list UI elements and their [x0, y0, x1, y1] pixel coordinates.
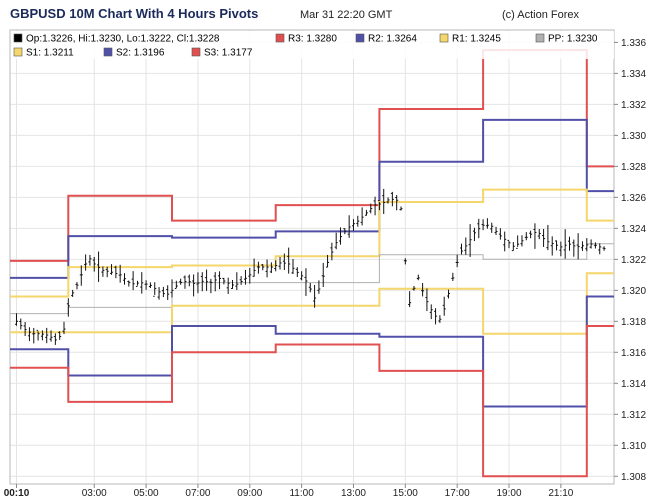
chart-grid: [10, 30, 614, 484]
x-tick-label: 11:00: [289, 488, 314, 499]
pivot-line-r2: [10, 118, 614, 279]
y-tick-label: 1.308: [621, 472, 646, 483]
legend-label: Op:1.3226, Hi:1.3230, Lo:1.3222, Cl:1.32…: [26, 34, 220, 45]
x-tick-label: 15:00: [393, 488, 418, 499]
legend-label: S1: 1.3211: [26, 48, 74, 59]
y-tick-label: 1.312: [621, 410, 646, 421]
x-axis: 00:10 03:00 05:00 07:00 09:00 11:00 13:00 15:00…: [4, 484, 574, 499]
price-bars: [14, 188, 606, 345]
legend-label: S3: 1.3177: [204, 48, 253, 59]
y-tick-label: 1.328: [621, 162, 646, 173]
legend-swatch: [13, 47, 23, 57]
y-tick-label: 1.326: [621, 193, 646, 204]
y-tick-label: 1.318: [621, 317, 646, 328]
pivot-line-pp: [10, 243, 614, 315]
plot-frame: [9, 29, 615, 485]
legend-entry: Op:1.3226, Hi:1.3230, Lo:1.3222, Cl:1.32…: [13, 33, 220, 45]
pivot-lines: [10, 49, 614, 478]
legend-swatch: [103, 47, 113, 57]
legend-label: R1: 1.3245: [452, 34, 501, 45]
y-tick-label: 1.310: [621, 441, 646, 452]
legend-entry: PP: 1.3230: [535, 33, 598, 45]
legend-swatch: [355, 33, 365, 43]
y-tick-label: 1.334: [621, 69, 646, 80]
y-tick-label: 1.314: [621, 379, 646, 390]
x-tick-label: 00:10: [4, 488, 30, 499]
x-tick-label: 19:00: [496, 488, 521, 499]
legend-entry: S3: 1.3177: [191, 47, 253, 59]
legend-swatch: [535, 33, 545, 43]
x-tick-label: 07:00: [185, 488, 210, 499]
x-tick-label: 13:00: [341, 488, 366, 499]
x-tick-label: 21:10: [548, 488, 573, 499]
chart-timestamp: Mar 31 22:20 GMT: [300, 9, 393, 21]
chart-title: GBPUSD 10M Chart With 4 Hours Pivots: [10, 6, 259, 21]
y-tick-label: 1.316: [621, 348, 646, 359]
chart-credit: (c) Action Forex: [502, 9, 580, 21]
y-tick-label: 1.332: [621, 100, 646, 111]
pivot-line-s3: [10, 325, 614, 478]
legend-entry: S2: 1.3196: [103, 47, 165, 59]
x-tick-label: 05:00: [134, 488, 159, 499]
legend-swatch: [275, 33, 285, 43]
legend-entry: S1: 1.3211: [13, 47, 74, 59]
x-tick-label: 09:00: [237, 488, 262, 499]
chart-legend: Op:1.3226, Hi:1.3230, Lo:1.3222, Cl:1.32…: [11, 31, 614, 59]
y-tick-label: 1.324: [621, 224, 646, 235]
legend-label: PP: 1.3230: [548, 34, 598, 45]
pivot-line-r3: [10, 49, 614, 262]
legend-label: R3: 1.3280: [288, 34, 337, 45]
y-axis: 1.308 1.310 1.312 1.314 1.316 1.318 1.320 1.322…: [614, 38, 646, 483]
legend-swatch: [13, 33, 23, 43]
legend-swatch: [439, 33, 449, 43]
pivot-line-s2: [10, 295, 614, 408]
legend-entry: R3: 1.3280: [275, 33, 337, 45]
legend-entry: R1: 1.3245: [439, 33, 501, 45]
legend-label: R2: 1.3264: [368, 34, 417, 45]
y-tick-label: 1.320: [621, 286, 646, 297]
y-tick-label: 1.336: [621, 38, 646, 49]
x-tick-label: 17:00: [445, 488, 470, 499]
y-tick-label: 1.330: [621, 131, 646, 142]
legend-entry: R2: 1.3264: [355, 33, 417, 45]
legend-label: S2: 1.3196: [116, 48, 165, 59]
legend-swatch: [191, 47, 201, 57]
x-tick-label: 03:00: [82, 488, 107, 499]
y-tick-label: 1.322: [621, 255, 646, 266]
